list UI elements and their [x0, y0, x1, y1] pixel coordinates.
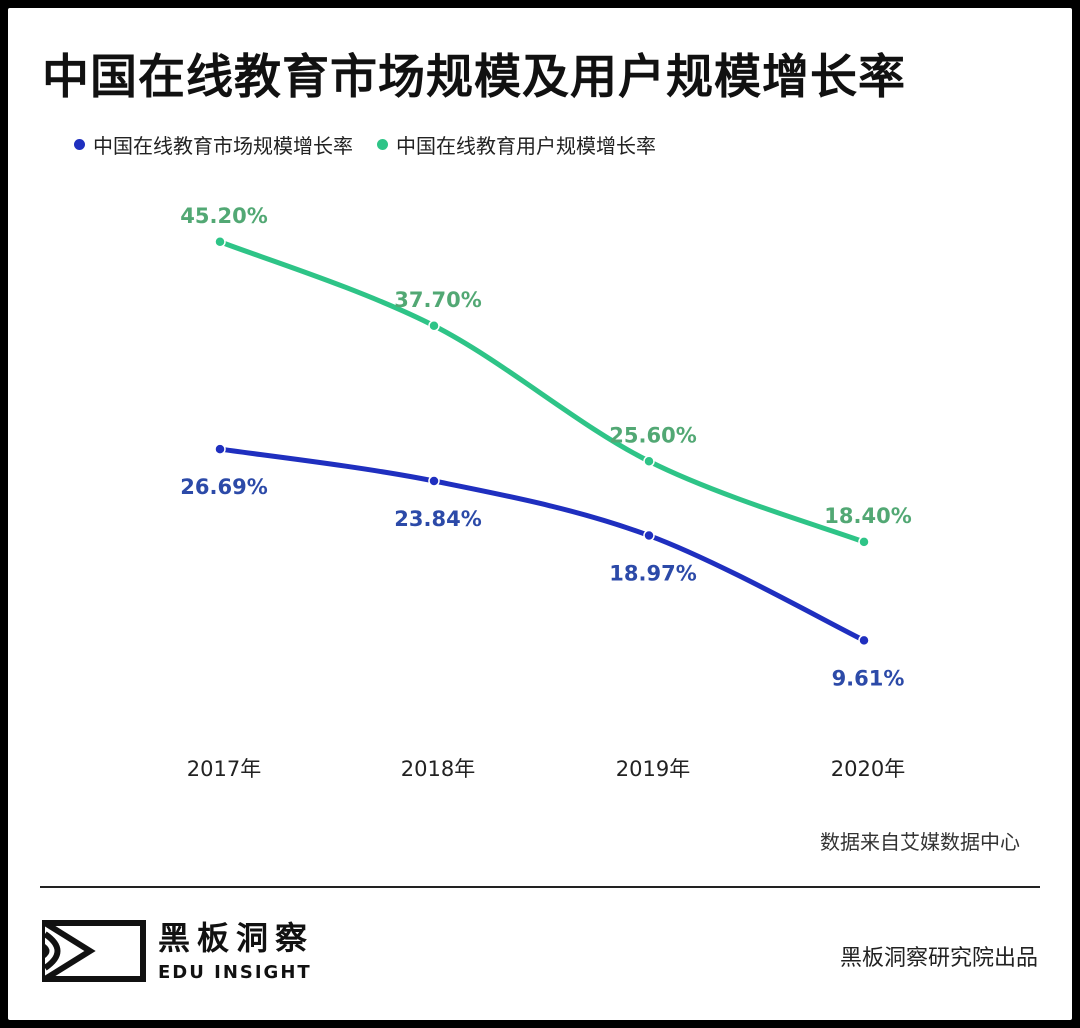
x-tick-label: 2020年: [831, 757, 905, 781]
x-tick-label: 2018年: [401, 757, 475, 781]
legend-label-market: 中国在线教育市场规模增长率: [93, 134, 353, 158]
data-point-users: [428, 320, 440, 332]
chart-title: 中国在线教育市场规模及用户规模增长率: [42, 50, 906, 105]
series-line-users: [217, 239, 867, 545]
x-tick-label: 2017年: [187, 757, 261, 781]
legend-label-users: 中国在线教育用户规模增长率: [396, 134, 656, 158]
data-point-market: [428, 475, 440, 487]
legend-dot-users: [377, 139, 388, 150]
legend-item-users: 中国在线教育用户规模增长率: [377, 130, 656, 159]
data-label-market: 26.69%: [180, 475, 267, 499]
legend-dot-market: [74, 139, 85, 150]
data-point-market: [858, 634, 870, 647]
series-line-market: [217, 446, 867, 643]
data-point-market: [643, 529, 655, 542]
legend-item-market: 中国在线教育市场规模增长率: [74, 130, 353, 159]
line-chart: 26.69% 23.84% 18.97% 9.61% 45.20% 37.70% 25.60…: [180, 204, 911, 781]
data-point-market: [214, 443, 226, 455]
x-tick-label: 2019年: [616, 757, 690, 781]
data-label-users: 18.40%: [824, 504, 911, 528]
data-label-market: 23.84%: [394, 507, 481, 531]
data-label-users: 37.70%: [394, 288, 481, 312]
data-label-market: 18.97%: [609, 562, 696, 586]
data-label-users: 45.20%: [180, 204, 267, 228]
chart-legend: 中国在线教育市场规模增长率 中国在线教育用户规模增长率: [74, 130, 656, 159]
data-label-market: 9.61%: [832, 666, 905, 690]
data-point-users: [858, 536, 870, 548]
data-point-users: [214, 236, 226, 248]
data-label-users: 25.60%: [609, 423, 696, 447]
chart-card: 中国在线教育市场规模及用户规模增长率 中国在线教育市场规模增长率 中国在线教育用…: [8, 8, 1072, 1020]
divider: [40, 886, 1040, 888]
brand-name-cn: 黑板洞察: [158, 919, 315, 957]
credit: 黑板洞察研究院出品: [839, 946, 1038, 971]
eye-frame-logo: [42, 920, 146, 982]
data-point-users: [643, 455, 655, 468]
source-note: 数据来自艾媒数据中心: [820, 830, 1020, 854]
brand: 黑板洞察 EDU INSIGHT: [158, 920, 314, 983]
brand-name-en: EDU INSIGHT: [158, 962, 312, 983]
